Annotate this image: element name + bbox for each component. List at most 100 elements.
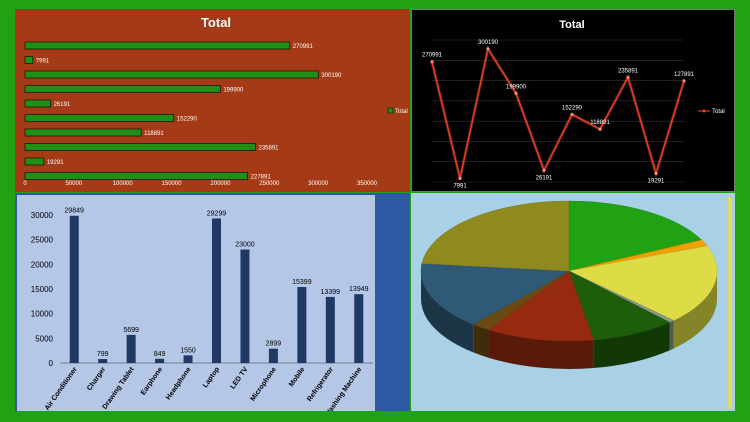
- bar: [24, 128, 142, 137]
- pie-slice: [420, 263, 570, 325]
- legend-label: Total: [395, 109, 408, 115]
- bar: [24, 157, 45, 166]
- data-label: 235891: [618, 68, 639, 74]
- tick-label: 250000: [259, 181, 280, 187]
- tick-label: 5000: [35, 334, 53, 343]
- tick-label: 20000: [31, 260, 54, 269]
- pie-slice: [568, 270, 671, 341]
- data-label: 13949: [349, 286, 369, 293]
- data-label: 227891: [251, 175, 272, 181]
- vertical-bar-chart: 0 5000 10000 15000 20000 25000 30000 29849 Air C…: [15, 193, 410, 411]
- pie-side: [421, 271, 474, 353]
- line-chart: Total 270991 7991 300190 199900 26191 152290 1…: [411, 9, 735, 192]
- data-point: [598, 127, 602, 131]
- tick-label: 0: [23, 181, 27, 187]
- data-label: 270991: [293, 44, 314, 50]
- bar: [240, 249, 250, 363]
- data-label: 2899: [266, 341, 282, 348]
- data-label: 15399: [292, 279, 312, 286]
- pie-chart-svg: [420, 196, 733, 410]
- chart-title: Total: [201, 15, 231, 30]
- data-label: 127891: [674, 72, 695, 78]
- chart-title: Total: [559, 19, 584, 31]
- bar: [354, 294, 364, 363]
- pie-slice: [421, 200, 570, 272]
- data-label: 1550: [180, 347, 196, 354]
- data-label: 270991: [422, 53, 443, 59]
- bar: [69, 215, 79, 363]
- data-point: [570, 112, 574, 117]
- bar: [24, 99, 51, 108]
- tick-label: 50000: [66, 181, 83, 187]
- horizontal-bar-chart-svg: Total 270991 7991 300190 199900 26191 152290 1…: [23, 15, 408, 187]
- pie-side: [488, 329, 594, 369]
- data-label: 199900: [223, 88, 244, 94]
- data-label: 7991: [453, 183, 467, 189]
- horizontal-bar-chart: Total 270991 7991 300190 199900 26191 152290 1…: [15, 9, 410, 192]
- data-label: 799: [97, 351, 109, 358]
- tick-label: 350000: [357, 181, 378, 187]
- data-label: 29849: [64, 208, 84, 215]
- bar: [24, 114, 175, 122]
- tick-label: 300000: [308, 181, 329, 187]
- pie-chart: [411, 193, 735, 411]
- bar: [268, 348, 278, 363]
- bar: [126, 334, 136, 363]
- data-label: 13399: [321, 289, 341, 296]
- data-point: [430, 60, 434, 64]
- bar: [24, 85, 221, 93]
- data-label: 29299: [207, 210, 227, 217]
- legend-marker: [702, 109, 706, 113]
- data-label: 199900: [506, 84, 527, 90]
- data-point: [626, 75, 630, 79]
- data-label: 26191: [536, 175, 553, 181]
- tick-label: 0: [49, 359, 54, 368]
- data-point: [682, 79, 686, 83]
- data-label: 152290: [562, 105, 583, 111]
- data-label: 19291: [47, 160, 64, 166]
- tick-label: 100000: [113, 181, 134, 187]
- tick-label: 150000: [162, 181, 183, 187]
- data-label: 300190: [321, 73, 342, 79]
- data-label: 118891: [590, 120, 610, 126]
- data-point: [542, 168, 546, 172]
- bar: [24, 70, 319, 79]
- data-label: 19291: [648, 178, 665, 184]
- data-label: 235891: [258, 146, 279, 152]
- series-line: [431, 47, 685, 179]
- bar: [325, 296, 335, 363]
- bar: [297, 287, 307, 363]
- pie-slice: [568, 200, 703, 272]
- bar: [183, 355, 193, 363]
- bar: [24, 56, 34, 64]
- legend-label: Total: [712, 109, 725, 115]
- bar: [212, 218, 221, 363]
- data-label: 7991: [36, 59, 50, 65]
- tick-label: 200000: [210, 181, 231, 187]
- tick-label: 10000: [31, 310, 54, 319]
- data-label: 26191: [54, 102, 71, 108]
- data-point: [486, 47, 490, 51]
- tick-label: 30000: [31, 211, 54, 220]
- data-label: 849: [154, 351, 166, 358]
- pie-side: [669, 320, 674, 351]
- line-chart-svg: Total 270991 7991 300190 199900 26191 152290 1…: [422, 19, 725, 189]
- pie-slice: [568, 245, 718, 321]
- data-point: [514, 91, 518, 95]
- bar: [24, 143, 256, 151]
- pie-side: [473, 324, 489, 358]
- tick-label: 15000: [31, 285, 54, 294]
- data-label: 23000: [235, 242, 255, 249]
- data-point: [458, 176, 462, 181]
- data-label: 300190: [478, 40, 499, 46]
- bar: [98, 359, 108, 363]
- legend-swatch: [387, 107, 394, 114]
- pie-slice: [487, 270, 594, 342]
- pie-side: [673, 271, 717, 349]
- frame-edge: [727, 196, 733, 410]
- pie-side: [593, 322, 670, 369]
- data-point: [654, 171, 658, 176]
- bar: [24, 41, 291, 50]
- bar: [24, 172, 248, 180]
